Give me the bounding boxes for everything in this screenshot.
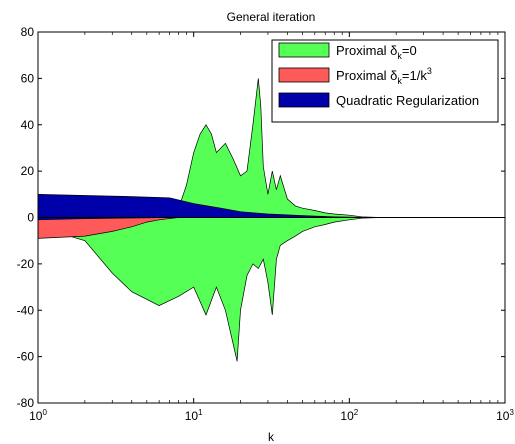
x-tick-exponent: 0 [42,408,47,417]
x-tick-label: 101 [185,408,203,423]
x-tick-label: 102 [340,408,358,423]
y-tick-label: -80 [17,396,35,410]
x-tick-label: 100 [29,408,47,423]
legend-swatch-1 [278,42,330,58]
y-tick-label: -60 [17,350,35,364]
y-tick-label: -40 [17,303,35,317]
legend-label-2: Proximal δk=1/k3 [336,66,432,86]
chart-title: General iteration [227,10,316,24]
legend-swatch-3 [278,92,330,108]
x-axis-label: k [268,430,275,444]
y-tick-label: 40 [21,118,35,132]
y-tick-label: 20 [21,164,35,178]
legend-label-3: Quadratic Regularization [336,93,479,108]
y-tick-label: -20 [17,257,35,271]
x-tick-exponent: 3 [509,408,514,417]
x-tick-label: 103 [496,408,514,423]
y-tick-label: 80 [21,25,35,39]
y-axis: -80 -60 -40 -20 0 20 40 60 80 [17,25,505,410]
legend: Proximal δk=0 Proximal δk=1/k3 Quadratic R… [271,39,499,123]
y-tick-label: 0 [27,211,34,225]
legend-label-1: Proximal δk=0 [336,43,417,61]
x-tick-exponent: 1 [198,408,203,417]
series-area-3 [37,193,505,221]
y-tick-label: 60 [21,71,35,85]
legend-swatch-2 [278,67,330,83]
x-tick-exponent: 2 [354,408,359,417]
